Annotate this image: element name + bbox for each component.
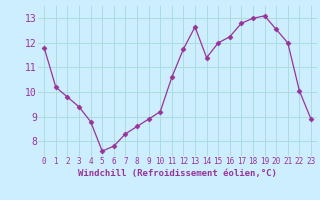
X-axis label: Windchill (Refroidissement éolien,°C): Windchill (Refroidissement éolien,°C) [78,169,277,178]
